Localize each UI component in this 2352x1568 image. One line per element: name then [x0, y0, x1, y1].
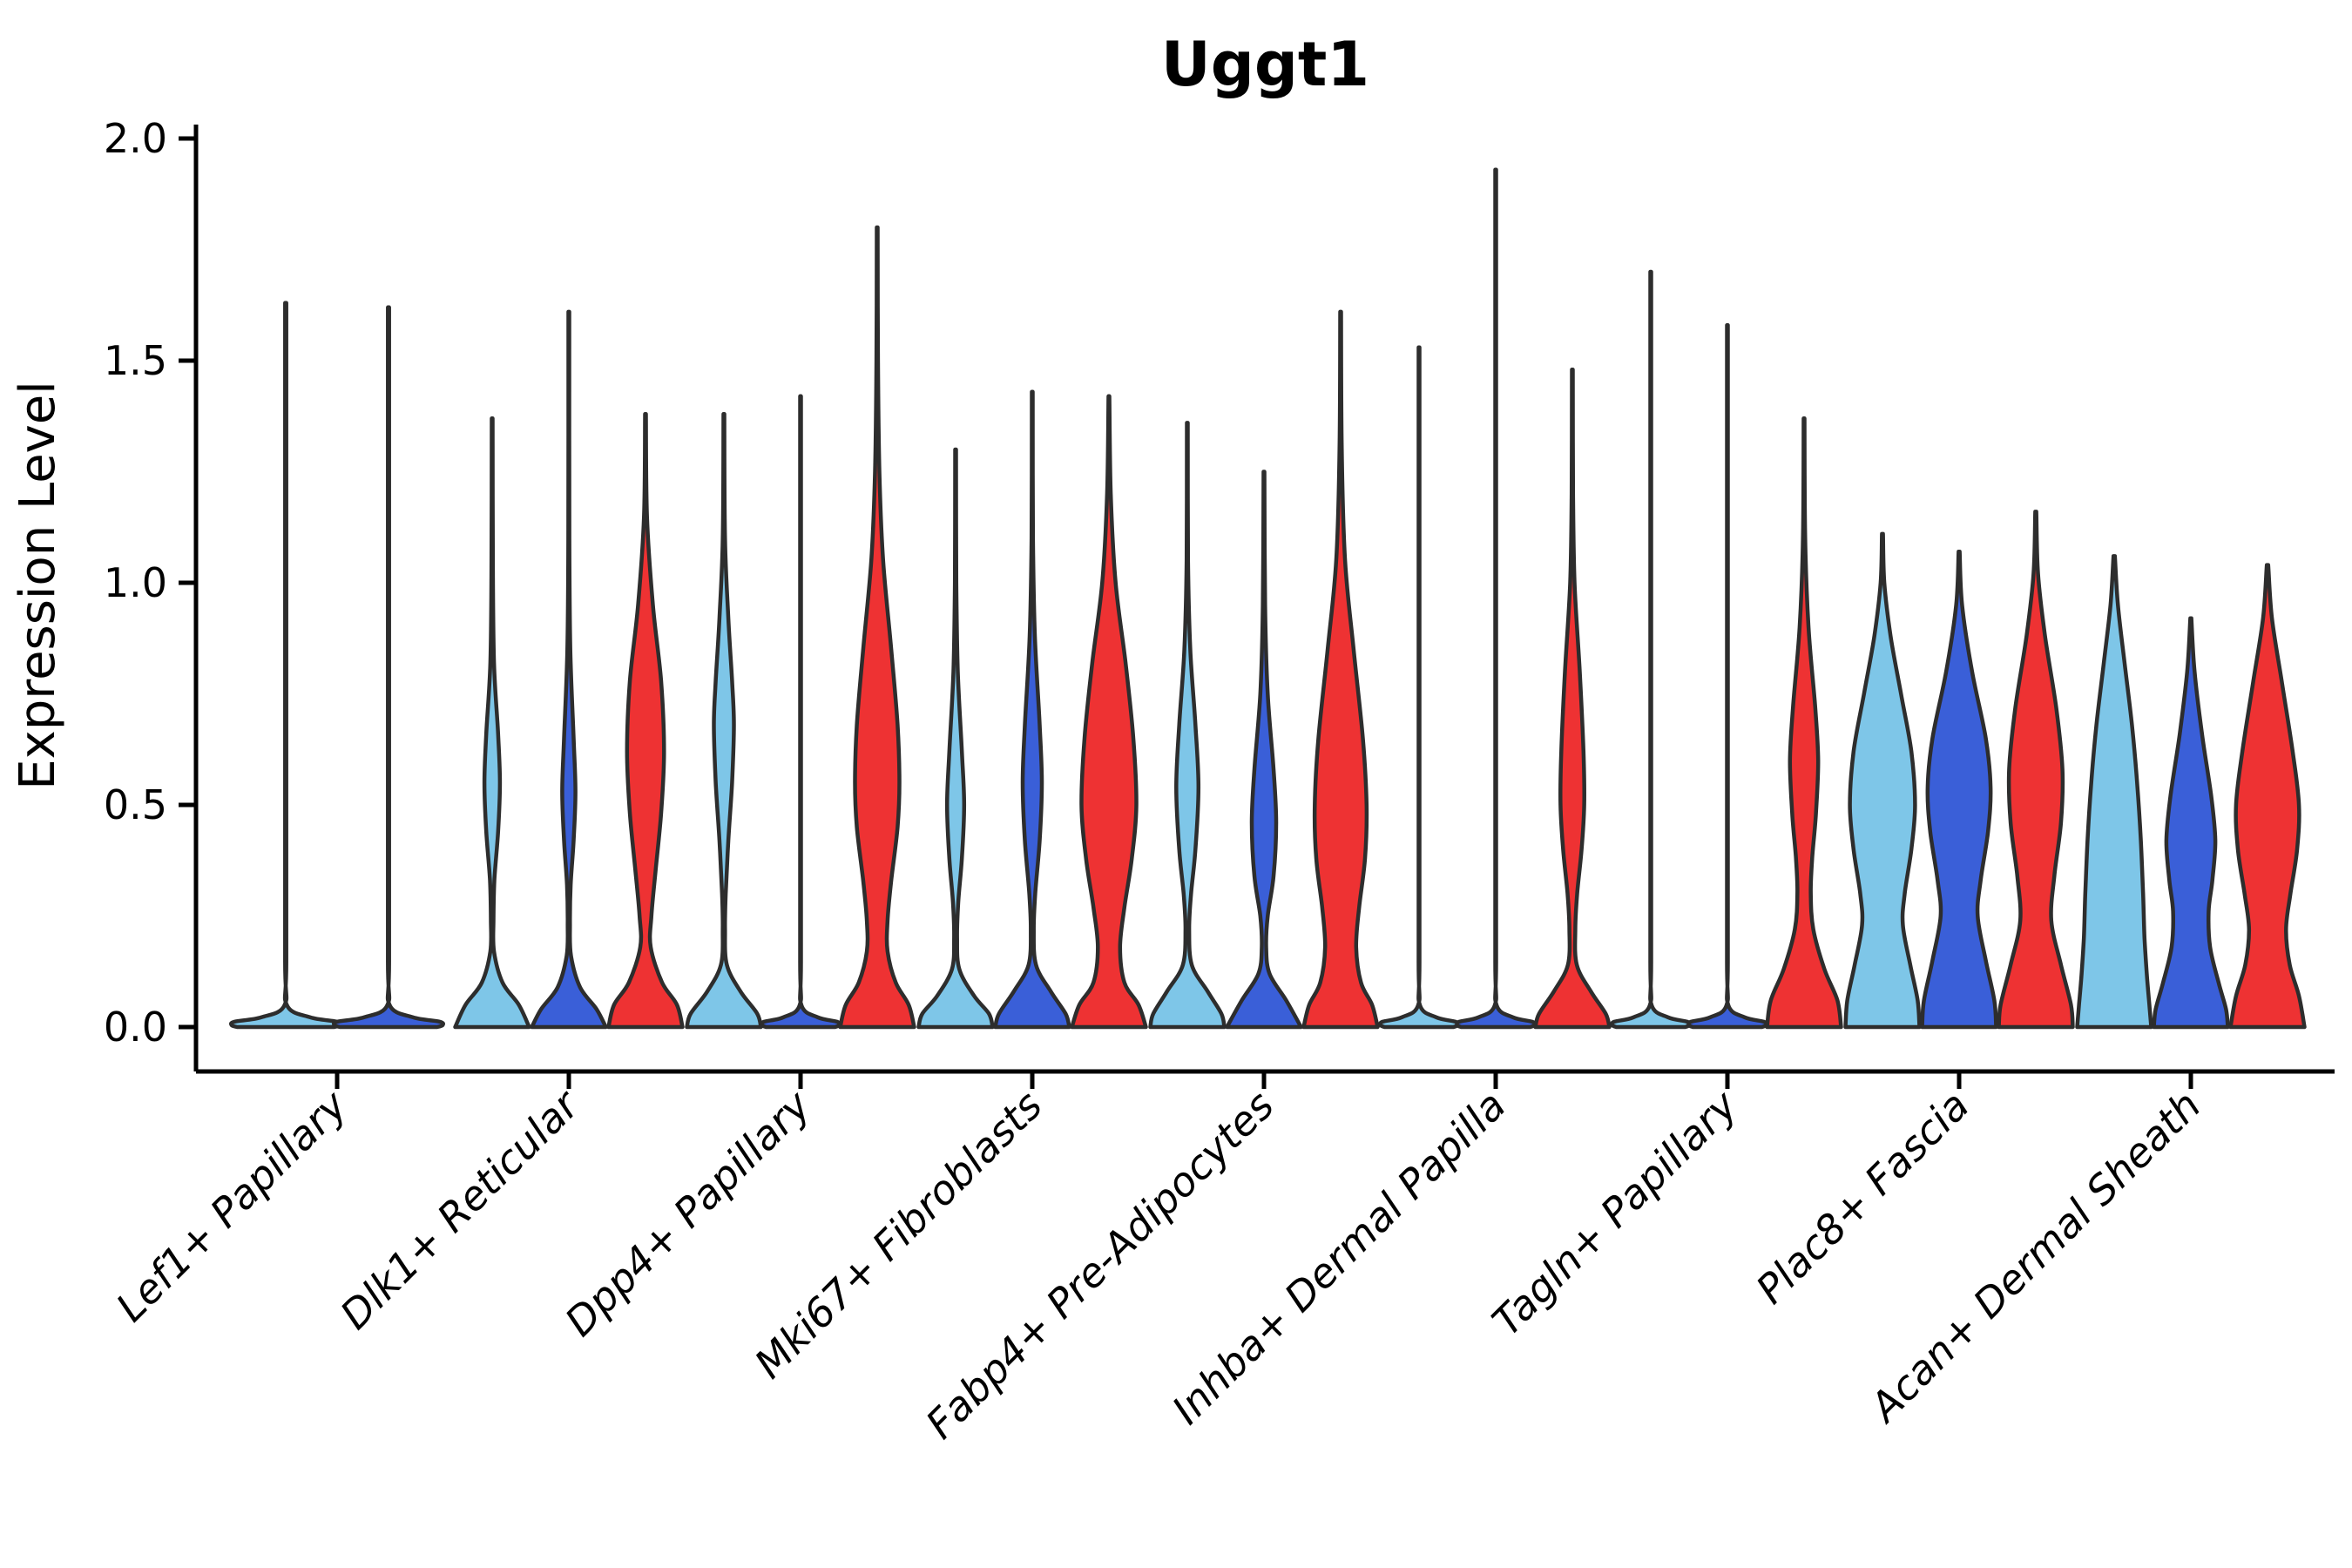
violin-mki67-group-2-royal-blue	[993, 389, 1071, 1030]
violin-inhba-group-3-red	[1533, 367, 1612, 1030]
y-tick-label: 1.0	[104, 559, 167, 606]
violin-tagln-group-1-sky-blue	[1610, 269, 1692, 1030]
violin-lef1-group-1-sky-blue	[228, 301, 343, 1030]
violin-acan-group-3-red	[2228, 563, 2307, 1030]
violins-layer	[228, 167, 2307, 1030]
violin-plac8-group-3-red	[1997, 510, 2075, 1030]
violin-dlk1-group-2-royal-blue	[530, 309, 608, 1030]
y-axis-label: Expression Level	[10, 381, 66, 790]
violin-dpp4-group-3-red	[838, 225, 916, 1030]
violin-lef1-group-2-royal-blue	[331, 305, 446, 1030]
violin-mki67-group-3-red	[1070, 394, 1148, 1030]
violin-dlk1-group-1-sky-blue	[453, 416, 531, 1030]
y-tick-label: 2.0	[104, 115, 167, 162]
axes-layer	[179, 125, 2335, 1089]
violin-tagln-group-3-red	[1765, 416, 1843, 1030]
y-tick-label: 0.5	[104, 781, 167, 828]
violin-inhba-group-1-sky-blue	[1378, 345, 1460, 1030]
violin-dpp4-group-1-sky-blue	[685, 411, 763, 1030]
violin-acan-group-1-sky-blue	[2075, 554, 2153, 1030]
x-tick-label: Tagln+ Papillary	[1483, 1081, 1747, 1345]
y-tick-label: 1.5	[104, 337, 167, 384]
x-tick-label: Dlk1+ Reticular	[331, 1079, 590, 1338]
violin-fabp4-group-3-red	[1301, 309, 1380, 1030]
violin-tagln-group-2-royal-blue	[1686, 322, 1768, 1030]
violin-plac8-group-2-royal-blue	[1920, 550, 1998, 1030]
x-tick-label: Plac8+ Fascia	[1747, 1082, 1977, 1313]
violin-plac8-group-1-sky-blue	[1843, 531, 1922, 1030]
violin-fabp4-group-1-sky-blue	[1148, 421, 1227, 1030]
violin-dlk1-group-3-red	[606, 411, 685, 1030]
violin-dpp4-group-2-royal-blue	[760, 394, 841, 1030]
y-tick-label: 0.0	[104, 1004, 167, 1051]
chart-title: Uggt1	[1161, 29, 1369, 100]
x-tick-label: Lef1+ Papillary	[107, 1081, 356, 1330]
violin-inhba-group-2-royal-blue	[1455, 167, 1537, 1030]
x-tick-label: Dpp4+ Papillary	[556, 1081, 820, 1345]
violin-mki67-group-1-sky-blue	[916, 447, 995, 1030]
violin-acan-group-2-royal-blue	[2152, 616, 2230, 1030]
violin-fabp4-group-2-royal-blue	[1225, 470, 1303, 1030]
